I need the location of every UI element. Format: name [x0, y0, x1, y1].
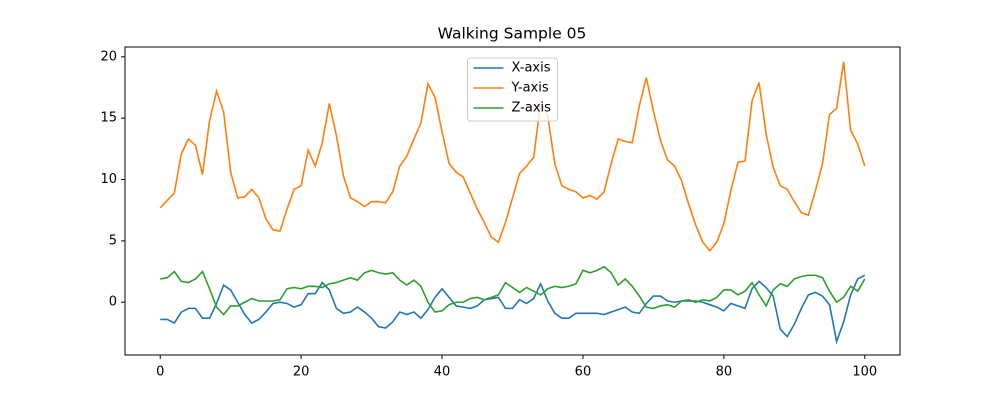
y-tick-label: 10	[100, 172, 117, 187]
axes-frame	[124, 46, 901, 356]
x-tick-label: 100	[852, 365, 877, 380]
legend-label: Z-axis	[512, 101, 552, 116]
legend-label: Y-axis	[511, 81, 549, 96]
x-tick-label: 0	[156, 365, 164, 380]
x-tick-label: 80	[716, 365, 733, 380]
y-tick-label: 20	[100, 49, 117, 64]
data-line	[159, 61, 866, 252]
chart-title: Walking Sample 05	[438, 25, 587, 43]
x-tick-label: 20	[293, 365, 310, 380]
x-tick-label: 60	[575, 365, 592, 380]
data-line	[160, 265, 866, 316]
y-tick-label: 5	[109, 233, 117, 248]
y-tick-label: 15	[100, 111, 117, 126]
y-tick-label: 0	[109, 295, 117, 310]
x-tick-label: 40	[434, 365, 451, 380]
legend-label: X-axis	[512, 61, 551, 76]
legend-box	[467, 57, 558, 122]
data-line	[160, 274, 866, 345]
